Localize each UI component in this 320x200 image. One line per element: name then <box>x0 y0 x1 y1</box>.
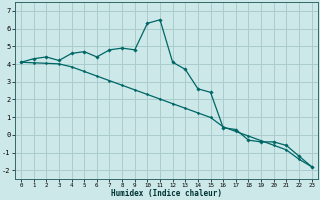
X-axis label: Humidex (Indice chaleur): Humidex (Indice chaleur) <box>111 189 222 198</box>
